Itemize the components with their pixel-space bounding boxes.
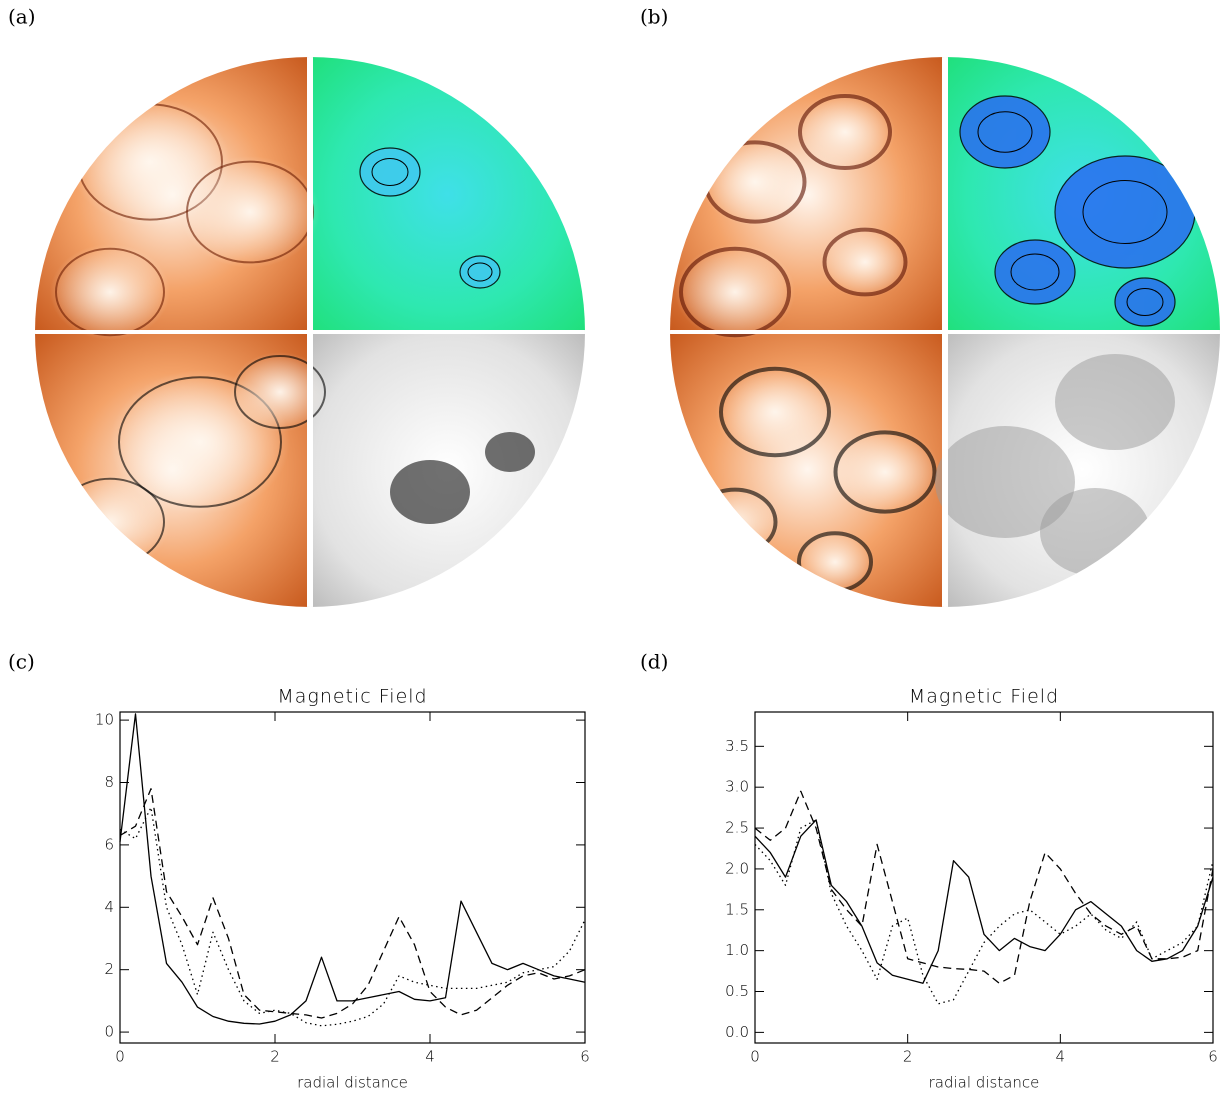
y-tick-label: 0	[104, 1023, 114, 1041]
y-tick-label: 2.5	[725, 819, 749, 837]
contour	[822, 227, 908, 297]
disc-image	[670, 57, 1220, 607]
granule	[795, 530, 875, 594]
contour	[1126, 288, 1164, 316]
y-tick-label: 1.0	[725, 941, 749, 959]
granule	[830, 428, 940, 516]
y-tick-label: 4	[104, 898, 114, 916]
contour	[118, 376, 282, 508]
granule	[675, 244, 795, 340]
contour	[977, 111, 1033, 153]
granule	[820, 226, 910, 298]
x-tick-label: 2	[903, 1048, 913, 1066]
y-tick-label: 10	[95, 711, 114, 729]
y-tick-label: 2	[104, 960, 114, 978]
x-tick-label: 6	[580, 1048, 590, 1066]
contour	[55, 247, 165, 337]
contour	[1010, 253, 1060, 291]
shade	[485, 432, 535, 472]
plot-frame	[754, 711, 1214, 1044]
data-line	[754, 819, 1214, 1005]
granule	[50, 244, 170, 340]
panel-label: (c)	[8, 650, 35, 674]
y-tick-label: 2.0	[725, 859, 749, 877]
shade	[1040, 488, 1150, 576]
chart-title: Magnetic Field	[909, 686, 1059, 708]
x-tick-label: 4	[1056, 1048, 1066, 1066]
contour	[719, 366, 831, 458]
data-line	[754, 790, 1214, 984]
contour	[234, 355, 326, 429]
y-tick-label: 6	[104, 835, 114, 853]
contour	[1054, 155, 1196, 269]
x-tick-label: 4	[425, 1048, 435, 1066]
y-tick-label: 1.5	[725, 900, 749, 918]
data-line	[754, 819, 1214, 984]
contour	[1114, 277, 1176, 327]
granule	[690, 486, 780, 558]
contour	[798, 94, 892, 170]
shade	[1055, 354, 1175, 450]
y-tick-label: 8	[104, 773, 114, 791]
contour	[459, 255, 501, 289]
x-tick-label: 0	[115, 1048, 125, 1066]
granule	[50, 474, 170, 570]
data-line	[119, 788, 586, 1019]
contour	[371, 158, 409, 186]
contour	[994, 239, 1076, 305]
granule	[795, 92, 895, 172]
contour	[959, 95, 1051, 169]
contour	[833, 430, 937, 514]
panel-label: (b)	[640, 5, 668, 29]
plot-frame	[119, 711, 586, 1044]
y-tick-label: 0.0	[725, 1023, 749, 1041]
y-tick-label: 0.5	[725, 982, 749, 1000]
data-line	[119, 806, 586, 1027]
contour	[1082, 180, 1168, 244]
disc-image	[35, 57, 585, 607]
x-tick-label: 0	[750, 1048, 760, 1066]
granule	[715, 364, 835, 460]
chart-title: Magnetic Field	[277, 686, 427, 708]
quadrant	[310, 57, 585, 332]
contour	[467, 262, 493, 282]
shade	[390, 460, 470, 524]
contour	[679, 246, 791, 338]
contour	[359, 147, 421, 197]
x-tick-label: 6	[1208, 1048, 1218, 1066]
y-tick-label: 3.5	[725, 737, 749, 755]
x-tick-label: 2	[270, 1048, 280, 1066]
panel-label: (d)	[640, 650, 668, 674]
granule	[700, 138, 810, 226]
data-line	[119, 713, 586, 1025]
x-axis-label: radial distance	[929, 1074, 1040, 1092]
panel-label: (a)	[8, 5, 36, 29]
granule	[180, 156, 320, 268]
x-axis-label: radial distance	[297, 1074, 408, 1092]
shade	[935, 426, 1075, 538]
y-tick-label: 3.0	[725, 778, 749, 796]
granule	[230, 352, 330, 432]
